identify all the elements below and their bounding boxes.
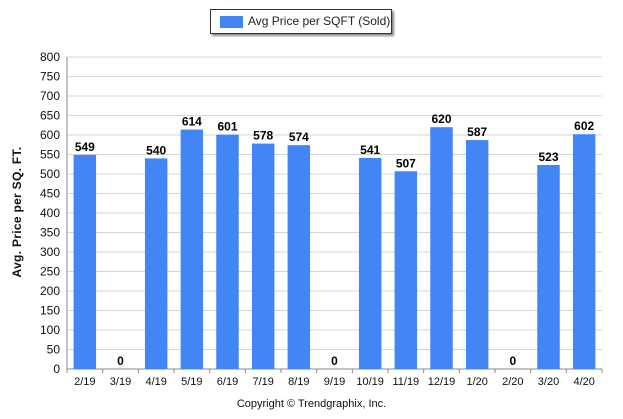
y-tick-label: 600 — [40, 128, 60, 142]
bar — [394, 171, 418, 369]
data-label: 549 — [75, 140, 95, 154]
bar — [180, 129, 204, 369]
y-tick-label: 100 — [40, 323, 60, 337]
legend-swatch — [220, 16, 243, 28]
x-tick-label: 10/19 — [356, 376, 384, 388]
x-tick-label: 5/19 — [181, 376, 202, 388]
bar — [73, 154, 97, 369]
data-label: 0 — [117, 354, 124, 368]
y-tick-label: 450 — [40, 187, 60, 201]
x-tick-label: 6/19 — [217, 376, 238, 388]
x-tick-label: 11/19 — [392, 376, 419, 388]
bar — [287, 145, 311, 369]
y-tick-label: 300 — [40, 245, 60, 259]
data-label: 523 — [538, 150, 558, 164]
y-tick-label: 50 — [47, 343, 61, 357]
x-tick-label: 3/19 — [110, 376, 131, 388]
data-label: 587 — [467, 125, 487, 139]
y-tick-label: 650 — [40, 109, 60, 123]
y-tick-label: 500 — [40, 167, 60, 181]
data-label: 602 — [574, 119, 594, 133]
y-axis-label: Avg. Price per SQ. FT. — [10, 146, 24, 278]
x-tick-label: 12/19 — [428, 376, 456, 388]
data-label: 541 — [360, 143, 380, 157]
y-tick-label: 350 — [40, 226, 60, 240]
legend: Avg Price per SQFT (Sold) — [210, 9, 392, 34]
bar — [216, 134, 239, 369]
copyright-text: Copyright © Trendgraphix, Inc. — [236, 398, 387, 410]
bar — [572, 134, 596, 369]
bar — [537, 165, 560, 369]
x-tick-label: 4/19 — [145, 376, 166, 388]
y-tick-label: 250 — [40, 265, 60, 279]
y-tick-label: 150 — [40, 304, 60, 318]
y-tick-label: 800 — [40, 50, 60, 64]
y-tick-label: 0 — [53, 362, 60, 376]
data-label: 620 — [431, 112, 451, 126]
data-label: 578 — [253, 129, 273, 143]
data-label: 0 — [509, 354, 516, 368]
data-label: 0 — [331, 354, 338, 368]
y-tick-label: 700 — [40, 89, 60, 103]
y-tick-label: 400 — [40, 206, 60, 220]
x-tick-label: 4/20 — [573, 376, 594, 388]
data-label: 574 — [289, 130, 309, 144]
data-label: 614 — [182, 115, 202, 129]
x-tick-label: 2/20 — [502, 376, 523, 388]
x-tick-label: 8/19 — [288, 376, 309, 388]
y-tick-label: 550 — [40, 148, 60, 162]
data-label: 507 — [396, 156, 416, 170]
bar — [144, 158, 168, 369]
bar — [465, 140, 489, 369]
bar — [430, 127, 453, 369]
x-tick-label: 2/19 — [74, 376, 95, 388]
x-tick-label: 7/19 — [252, 376, 273, 388]
bar — [251, 143, 275, 369]
data-label: 601 — [217, 120, 237, 134]
data-label: 540 — [146, 143, 166, 157]
x-tick-label: 1/20 — [466, 376, 487, 388]
x-tick-label: 9/19 — [324, 376, 345, 388]
legend-label: Avg Price per SQFT (Sold) — [248, 14, 391, 28]
bar — [358, 158, 382, 369]
y-tick-label: 200 — [40, 284, 60, 298]
y-tick-label: 750 — [40, 70, 60, 84]
x-tick-label: 3/20 — [538, 376, 559, 388]
